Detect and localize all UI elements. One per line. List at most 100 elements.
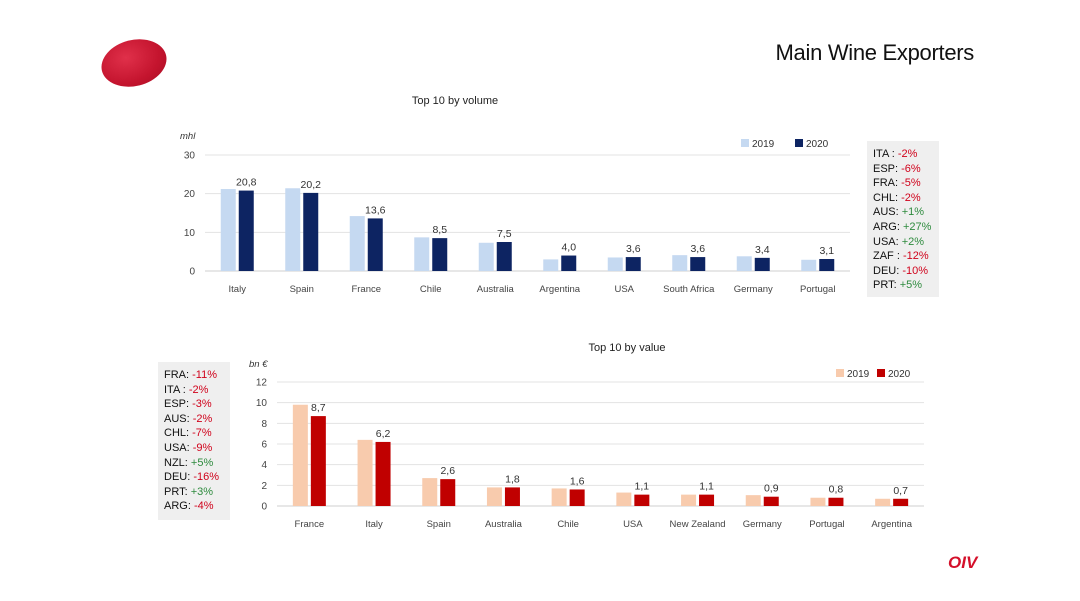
change-value: -2% bbox=[185, 383, 209, 396]
change-row: USA: -9% bbox=[164, 441, 224, 456]
change-value: -12% bbox=[899, 250, 929, 263]
x-category-label: Portugal bbox=[809, 519, 844, 530]
change-row: ARG: +27% bbox=[873, 220, 933, 235]
change-row: ESP: -6% bbox=[873, 162, 933, 177]
change-row: PRT: +3% bbox=[164, 485, 224, 500]
bar-2019 bbox=[357, 439, 373, 506]
country-code: ITA : bbox=[164, 383, 186, 396]
bar-2020 bbox=[432, 238, 448, 271]
x-category-label: France bbox=[351, 284, 381, 295]
y-tick-label: 10 bbox=[256, 398, 268, 409]
change-value: -11% bbox=[189, 369, 217, 381]
x-category-label: Australia bbox=[477, 284, 515, 295]
country-code: PRT: bbox=[164, 485, 188, 498]
bar-2020 bbox=[763, 496, 779, 506]
x-category-label: Italy bbox=[365, 519, 383, 530]
bar-2020 bbox=[699, 494, 715, 506]
data-label: 3,6 bbox=[690, 243, 705, 255]
bar-2019 bbox=[220, 189, 236, 271]
y-tick-label: 6 bbox=[261, 440, 267, 451]
change-row: ZAF : -12% bbox=[873, 249, 933, 264]
change-value: +2% bbox=[898, 235, 925, 248]
bar-2019 bbox=[607, 257, 623, 271]
data-label: 1,8 bbox=[505, 473, 520, 485]
bar-2019 bbox=[543, 259, 559, 271]
bar-2019 bbox=[745, 495, 761, 506]
legend-label: 2020 bbox=[888, 369, 911, 380]
legend-swatch bbox=[741, 139, 749, 147]
data-label: 2,6 bbox=[440, 465, 455, 477]
x-category-label: Spain bbox=[290, 284, 314, 295]
bar-2019 bbox=[414, 237, 430, 271]
bar-2019 bbox=[875, 498, 891, 506]
change-row: AUS: +1% bbox=[873, 205, 933, 220]
x-category-label: Portugal bbox=[800, 284, 835, 295]
legend-label: 2019 bbox=[752, 139, 775, 150]
legend-swatch bbox=[836, 369, 844, 377]
country-code: CHL: bbox=[164, 427, 190, 440]
change-row: ITA : -2% bbox=[164, 383, 224, 398]
country-code: ARG: bbox=[164, 500, 191, 513]
change-row: CHL: -2% bbox=[873, 191, 933, 206]
change-value: +27% bbox=[899, 220, 932, 233]
data-label: 0,9 bbox=[764, 483, 779, 495]
country-code: CHL: bbox=[873, 191, 899, 204]
bar-2019 bbox=[486, 487, 502, 506]
change-value: -5% bbox=[898, 177, 921, 190]
change-value: +3% bbox=[187, 485, 214, 498]
x-category-label: Germany bbox=[743, 519, 782, 530]
country-code: NZL: bbox=[164, 456, 188, 469]
change-value: -6% bbox=[898, 162, 921, 175]
bar-2020 bbox=[238, 190, 254, 271]
change-row: PRT: +5% bbox=[873, 278, 933, 293]
bar-2019 bbox=[285, 188, 301, 271]
x-category-label: USA bbox=[623, 519, 643, 530]
y-tick-label: 10 bbox=[184, 228, 196, 239]
x-category-label: South Africa bbox=[663, 284, 715, 295]
x-category-label: Argentina bbox=[539, 284, 580, 295]
bar-2020 bbox=[375, 441, 391, 506]
country-code: ITA : bbox=[873, 148, 895, 160]
x-category-label: Spain bbox=[427, 519, 451, 530]
y-tick-label: 30 bbox=[184, 151, 196, 162]
change-value: -4% bbox=[190, 500, 214, 513]
data-label: 8,5 bbox=[432, 224, 447, 236]
legend-swatch bbox=[877, 369, 885, 377]
change-row: CHL: -7% bbox=[164, 426, 224, 441]
change-row: FRA: -11% bbox=[164, 368, 224, 383]
country-code: FRA: bbox=[873, 177, 899, 190]
change-row: DEU: -16% bbox=[164, 470, 224, 485]
x-category-label: Australia bbox=[485, 519, 523, 530]
change-row: USA: +2% bbox=[873, 235, 933, 250]
change-row: ESP: -3% bbox=[164, 397, 224, 412]
data-label: 3,6 bbox=[626, 243, 641, 255]
bar-2020 bbox=[303, 192, 319, 271]
change-value: -9% bbox=[189, 441, 213, 454]
change-value: -3% bbox=[189, 398, 212, 411]
bar-2019 bbox=[736, 256, 752, 271]
bar-2019 bbox=[616, 492, 632, 506]
x-category-label: France bbox=[295, 519, 325, 530]
change-row: AUS: -2% bbox=[164, 412, 224, 427]
bar-2019 bbox=[810, 497, 826, 506]
data-label: 1,6 bbox=[570, 475, 585, 487]
country-code: FRA: bbox=[164, 369, 190, 381]
legend-label: 2019 bbox=[847, 369, 870, 380]
country-code: USA: bbox=[164, 441, 190, 454]
legend-swatch bbox=[795, 139, 803, 147]
country-code: DEU: bbox=[873, 264, 900, 277]
change-value: -16% bbox=[190, 471, 220, 484]
change-row: ARG: -4% bbox=[164, 499, 224, 514]
bar-2020 bbox=[754, 257, 770, 271]
change-value: +5% bbox=[187, 456, 214, 469]
x-category-label: USA bbox=[614, 284, 634, 295]
country-code: AUS: bbox=[873, 206, 899, 219]
change-value: +5% bbox=[896, 279, 923, 292]
data-label: 3,4 bbox=[755, 244, 770, 256]
data-label: 1,1 bbox=[699, 481, 714, 493]
change-row: NZL: +5% bbox=[164, 456, 224, 471]
country-code: USA: bbox=[873, 235, 899, 248]
country-code: ESP: bbox=[873, 162, 899, 175]
data-label: 6,2 bbox=[376, 428, 391, 440]
